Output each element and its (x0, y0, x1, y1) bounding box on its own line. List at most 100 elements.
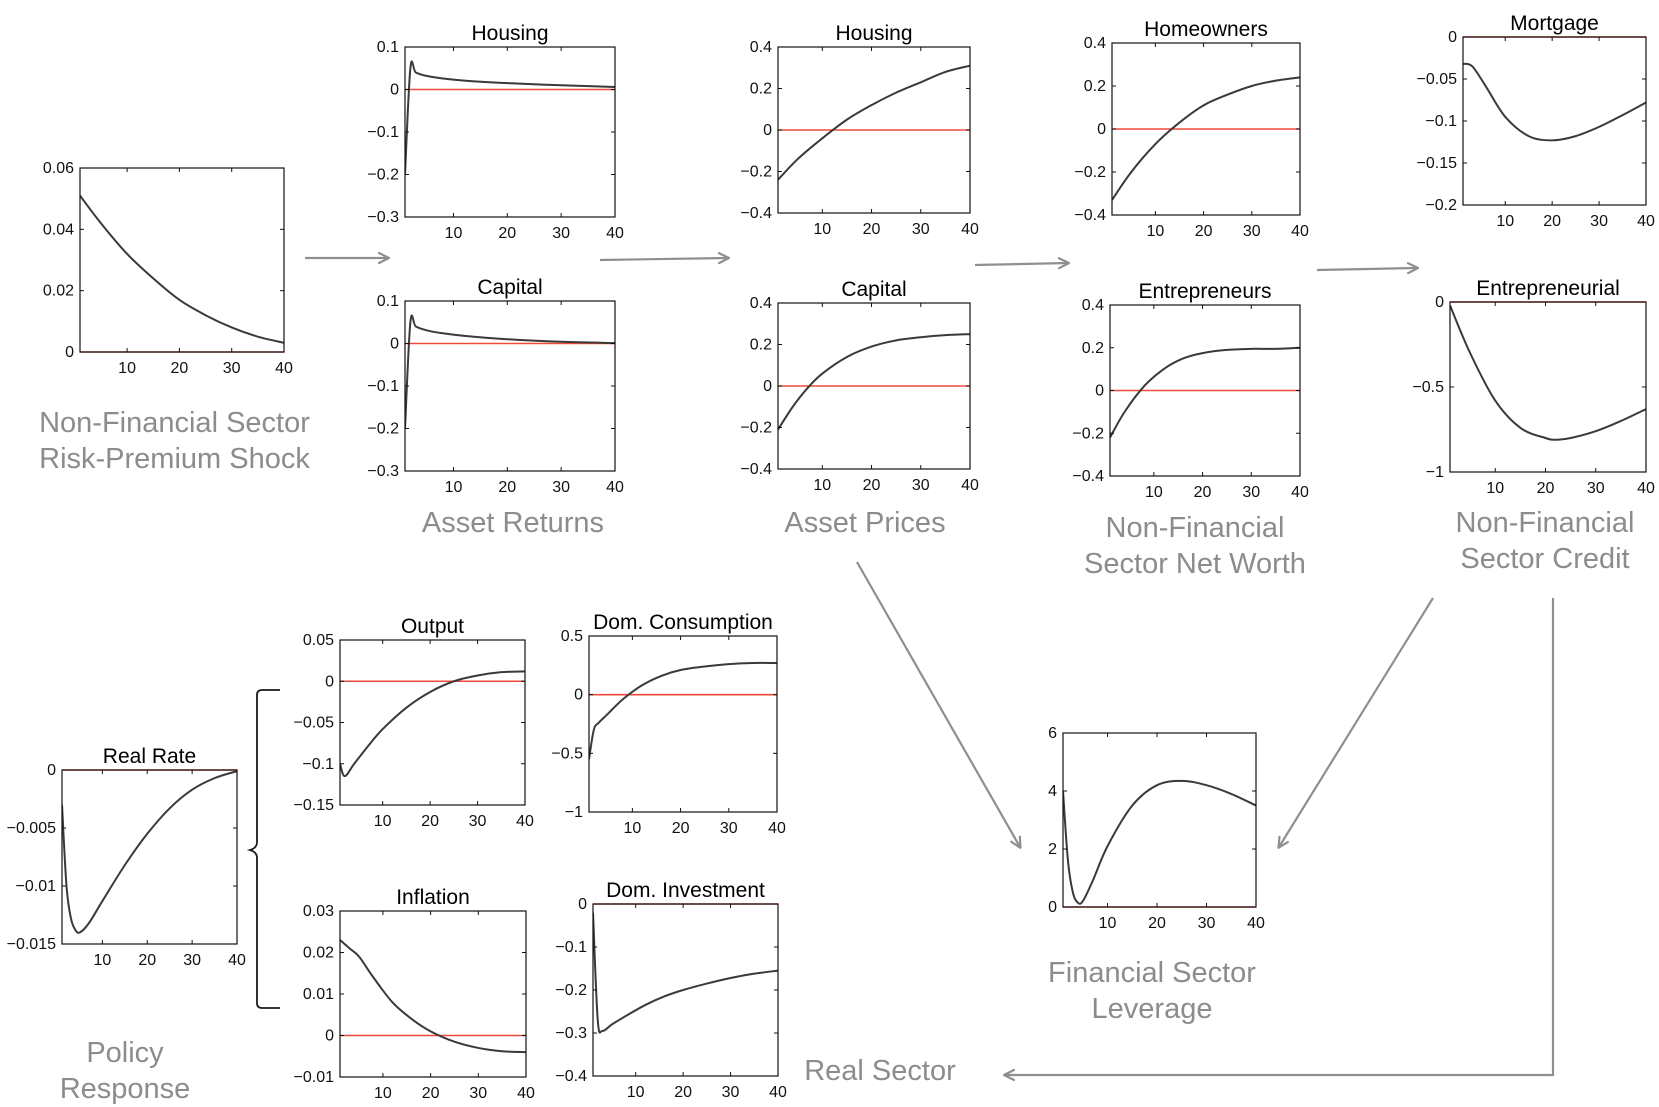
y-tick-label: 0.02 (43, 283, 74, 300)
x-tick-label: 30 (552, 225, 570, 242)
y-tick-label: −0.1 (302, 756, 334, 773)
policy-brace (246, 689, 280, 1009)
y-tick-label: 0.2 (1084, 78, 1106, 95)
x-tick-label: 40 (606, 225, 624, 242)
y-tick-label: −0.005 (7, 820, 56, 837)
y-tick-label: −0.01 (294, 1069, 335, 1086)
x-tick-label: 30 (1243, 223, 1261, 240)
y-tick-label: −0.1 (367, 378, 399, 395)
label-net-worth: Non-Financial Sector Net Worth (1055, 510, 1335, 582)
x-tick-label: 20 (498, 479, 516, 496)
x-tick-label: 10 (445, 225, 463, 242)
y-tick-label: 0.4 (750, 39, 772, 56)
y-tick-label: 0.2 (750, 337, 772, 354)
y-tick-label: −0.05 (1417, 71, 1458, 88)
arrow-prices-to-networth (974, 263, 1068, 265)
y-tick-label: −0.1 (555, 939, 587, 956)
y-tick-label: 0 (390, 82, 399, 99)
y-tick-label: 0.03 (303, 903, 334, 920)
arrow-credit-to-real-sector (1005, 598, 1555, 1075)
label-credit-line-1: Non-Financial (1455, 507, 1635, 539)
y-tick-label: 0.2 (1082, 340, 1104, 357)
y-tick-label: 0 (325, 673, 334, 690)
y-tick-label: 0.2 (750, 81, 772, 98)
label-asset-prices-line-1: Asset Prices (784, 507, 946, 539)
x-tick-label: 20 (170, 360, 188, 377)
x-tick-label: 40 (517, 1085, 535, 1102)
plot-frame (404, 300, 616, 472)
y-tick-label: −0.2 (740, 420, 772, 437)
label-net-worth-line-1: Non-Financial (1105, 512, 1285, 544)
x-tick-label: 40 (961, 477, 979, 494)
y-tick-label: 0.01 (303, 986, 334, 1003)
y-tick-label: −0.4 (740, 205, 772, 222)
plot-frame (404, 46, 616, 218)
chart-price_housing: 10 20 30 40 −0.4 −0.2 0 0.2 0.4 Housing (740, 22, 979, 238)
x-tick-label: 10 (1146, 223, 1164, 240)
x-tick-label: 40 (1291, 223, 1309, 240)
y-tick-label: 4 (1048, 783, 1057, 800)
y-tick-label: 0.02 (303, 945, 334, 962)
chart-ret_housing: 10 20 30 40 −0.3 −0.2 −0.1 0 0.1 Housing (367, 22, 624, 242)
chart-title: Inflation (396, 886, 470, 909)
chart-inflation: 10 20 30 40 −0.01 0 0.01 0.02 0.03 Inflation (294, 886, 535, 1102)
x-tick-label: 40 (1247, 915, 1265, 932)
x-tick-label: 10 (1145, 484, 1163, 501)
chart-leverage: 10 20 30 40 0 2 4 6 (1048, 725, 1265, 932)
y-tick-label: 0.4 (750, 295, 772, 312)
y-tick-label: −0.15 (294, 797, 335, 814)
y-tick-label: −0.2 (367, 421, 399, 438)
label-asset-returns: Asset Returns (393, 505, 633, 541)
x-tick-label: 10 (374, 813, 392, 830)
chart-title: Dom. Investment (606, 879, 765, 902)
series-line-real_rate (62, 770, 237, 934)
y-tick-label: −0.4 (555, 1068, 587, 1085)
chart-nw_homeowners: 10 20 30 40 −0.4 −0.2 0 0.2 0.4 Homeowners (1074, 18, 1309, 240)
y-tick-label: 6 (1048, 725, 1057, 742)
chart-title: Mortgage (1510, 12, 1599, 35)
x-tick-label: 20 (863, 221, 881, 238)
x-tick-label: 10 (118, 360, 136, 377)
series-line-output (340, 670, 525, 778)
y-tick-label: −0.5 (1412, 379, 1444, 396)
y-tick-label: −0.01 (16, 878, 57, 895)
y-tick-label: 0.05 (303, 632, 334, 649)
x-tick-label: 10 (93, 952, 111, 969)
x-tick-label: 30 (1590, 213, 1608, 230)
label-leverage-line-1: Financial Sector (1048, 957, 1256, 989)
y-tick-label: 0 (47, 762, 56, 779)
label-policy-line-2: Response (59, 1073, 191, 1105)
chart-ret_capital: 10 20 30 40 −0.3 −0.2 −0.1 0 0.1 Capital (367, 276, 624, 496)
chart-price_capital: 10 20 30 40 −0.4 −0.2 0 0.2 0.4 Capital (740, 278, 979, 494)
x-tick-label: 30 (1198, 915, 1216, 932)
x-tick-label: 30 (469, 1085, 487, 1102)
y-tick-label: −0.2 (1074, 164, 1106, 181)
plot-frame (61, 769, 238, 945)
y-tick-label: −0.2 (367, 167, 399, 184)
y-tick-label: −0.4 (740, 461, 772, 478)
x-tick-label: 40 (961, 221, 979, 238)
x-tick-label: 10 (627, 1084, 645, 1101)
label-real-sector: Real Sector (780, 1053, 980, 1089)
series-line-ret_housing (405, 60, 615, 175)
label-real-sector-line-1: Real Sector (804, 1055, 956, 1087)
flow-arrows (305, 258, 1555, 1075)
y-tick-label: 0 (1048, 899, 1057, 916)
x-tick-label: 30 (720, 820, 738, 837)
chart-title: Entrepreneurs (1138, 280, 1271, 303)
series-line-inflation (340, 939, 526, 1054)
y-tick-label: 0 (65, 344, 74, 361)
chart-output: 10 20 30 40 −0.15 −0.1 −0.05 0 0.05 Output (294, 615, 534, 830)
x-tick-label: 40 (606, 479, 624, 496)
y-tick-label: −0.4 (1074, 207, 1106, 224)
y-tick-label: 0 (763, 378, 772, 395)
chart-title: Output (401, 615, 464, 638)
x-tick-label: 20 (1194, 484, 1212, 501)
x-tick-label: 20 (498, 225, 516, 242)
y-tick-label: 0.1 (377, 293, 399, 310)
y-tick-label: 0 (1448, 29, 1457, 46)
y-tick-label: 0 (578, 896, 587, 913)
plot-frame (339, 910, 527, 1078)
